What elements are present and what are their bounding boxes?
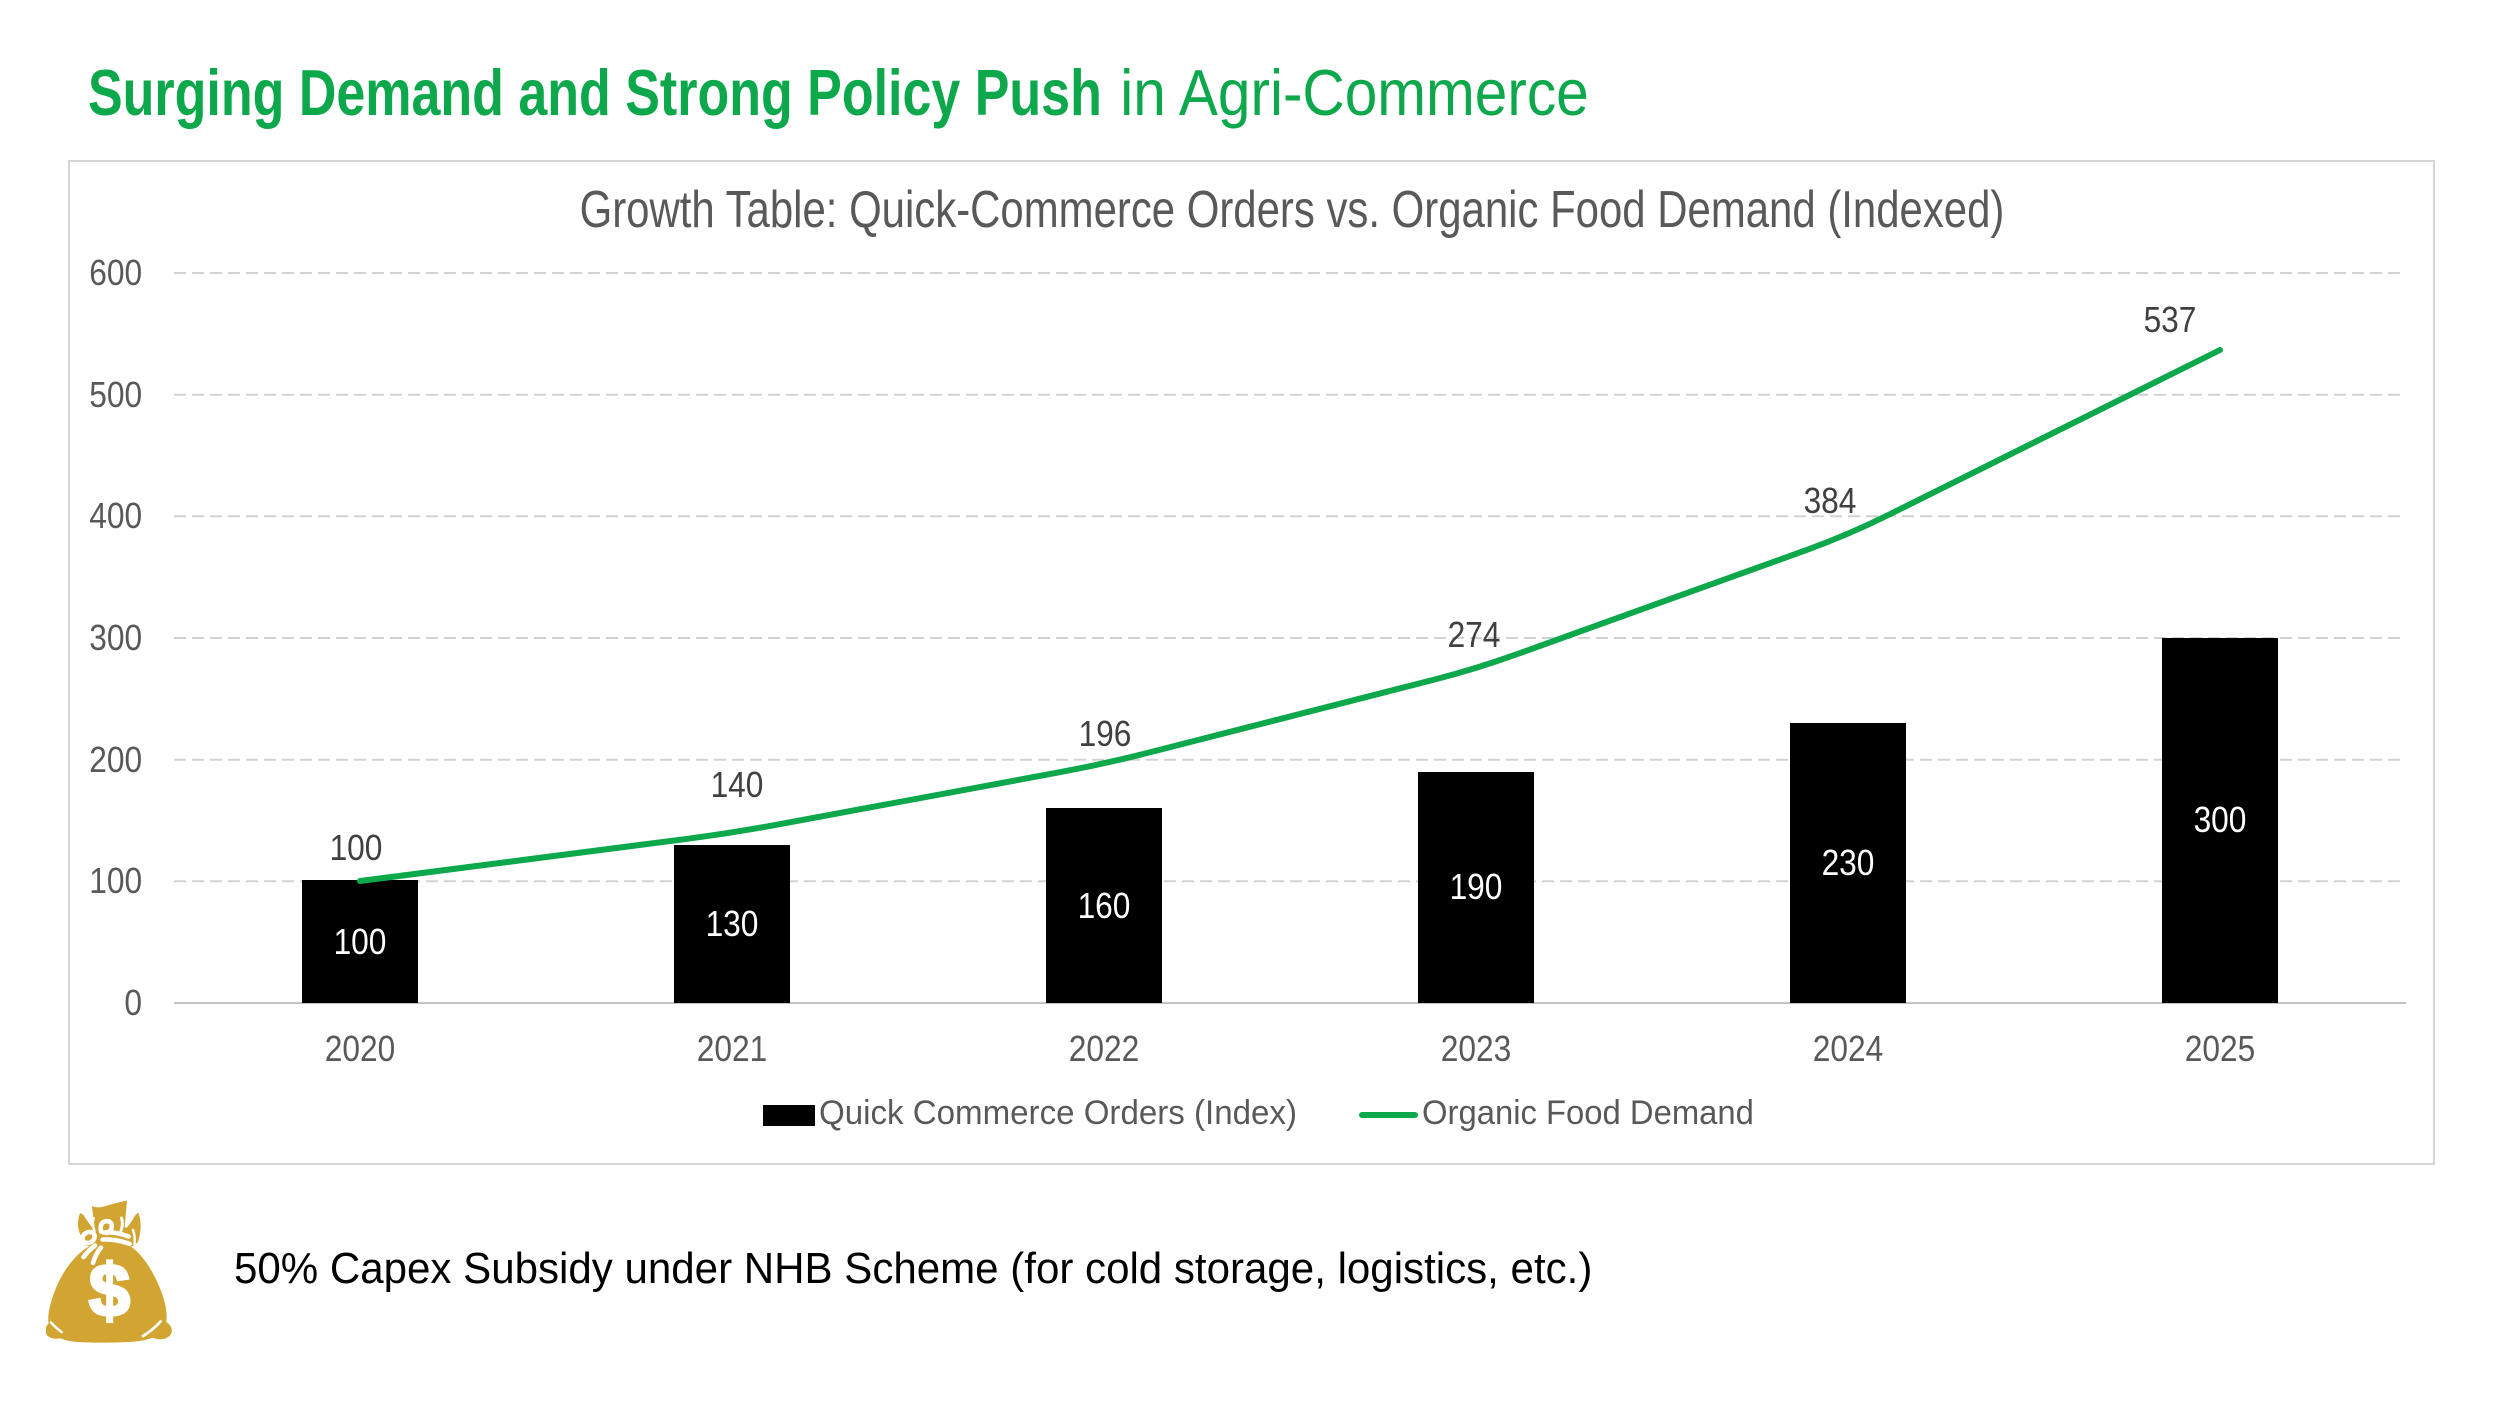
svg-text:$: $ xyxy=(89,1249,130,1332)
